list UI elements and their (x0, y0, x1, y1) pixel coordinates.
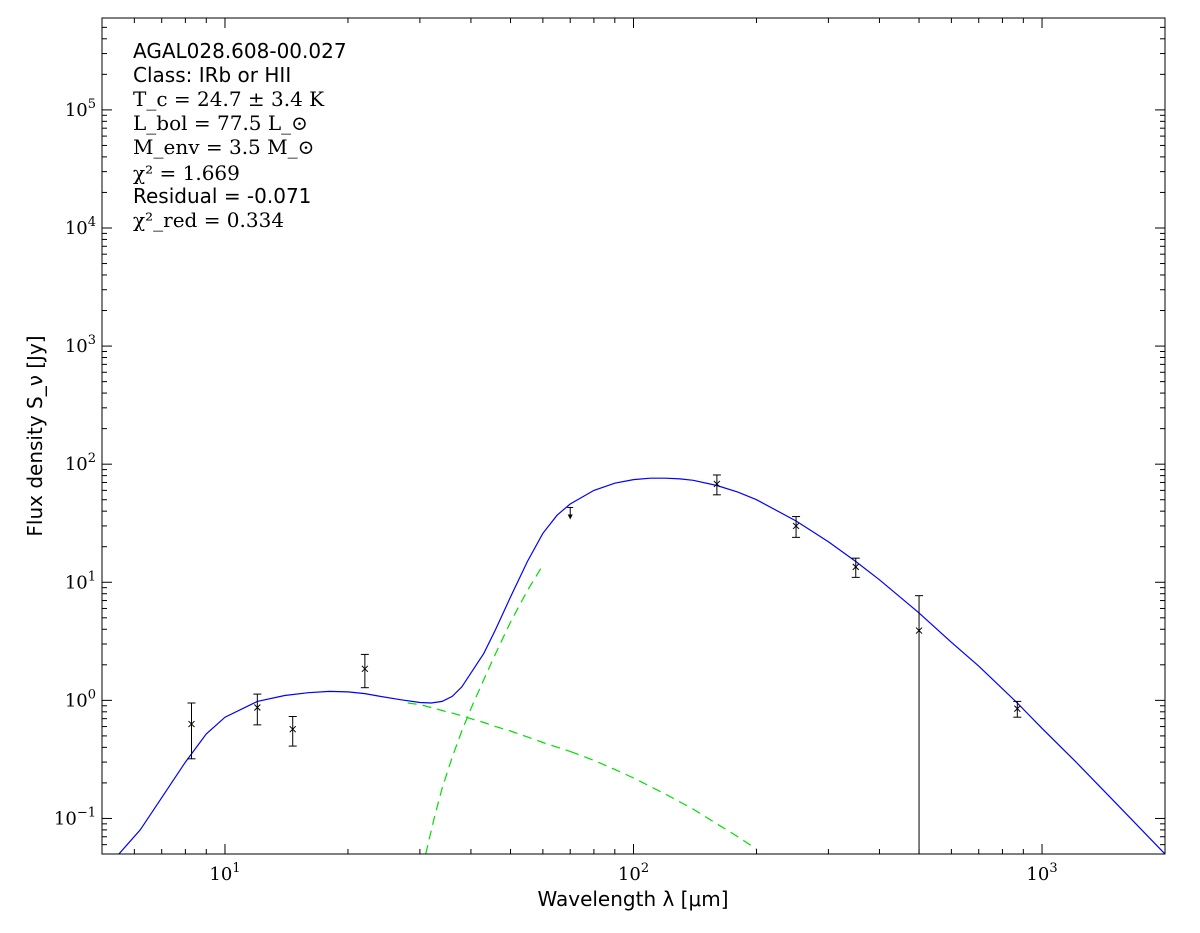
x-tick-label-base: 10 (1026, 864, 1049, 885)
x-tick-label-exponent: 3 (1049, 861, 1057, 876)
reduced-chi-squared-label: χ²_red = 0.334 (133, 208, 284, 232)
y-tick-label-exponent: 2 (88, 451, 96, 466)
x-tick-label-base: 10 (209, 864, 232, 885)
y-tick-label: 103 (65, 333, 96, 357)
data-point-2 (289, 725, 297, 733)
residual-label: Residual = -0.071 (133, 184, 311, 208)
total-fit-curve-0 (118, 477, 1165, 854)
temperature-label: T_c = 24.7 ± 3.4 K (133, 87, 325, 111)
component-curve-3 (425, 564, 544, 854)
data-point-7 (915, 627, 923, 634)
y-tick-label-exponent: 5 (88, 97, 96, 112)
x-tick-label: 101 (209, 861, 240, 885)
y-tick-label: 10−1 (54, 805, 96, 829)
y-tick-label-base: 10 (65, 336, 88, 357)
y-tick-label-base: 10 (65, 100, 88, 121)
y-tick-label-base: 10 (54, 808, 77, 829)
source-name: AGAL028.608-00.027 (133, 39, 347, 63)
y-tick-label-exponent: 4 (88, 215, 96, 230)
y-tick-label-base: 10 (65, 454, 88, 475)
plot-frame (101, 17, 1166, 855)
y-tick-label-exponent: 0 (88, 687, 96, 702)
x-tick-label-exponent: 1 (232, 861, 240, 876)
y-tick-label-exponent: 1 (88, 569, 96, 584)
y-tick-label: 104 (65, 215, 96, 239)
x-tick-label-base: 10 (618, 864, 641, 885)
y-tick-label-base: 10 (65, 218, 88, 239)
data-point-5 (792, 522, 800, 530)
data-point-1 (253, 704, 261, 711)
component-curve-1 (407, 702, 571, 752)
data-point-6 (852, 563, 860, 571)
x-tick-label: 102 (618, 861, 649, 885)
x-axis-title: Wavelength λ [μm] (537, 887, 728, 911)
x-tick-label-exponent: 2 (641, 861, 649, 876)
y-tick-label-exponent: 3 (88, 333, 96, 348)
y-tick-label: 101 (65, 569, 96, 593)
y-axis-title: Flux density S_ν [Jy] (23, 335, 47, 536)
luminosity-label: L_bol = 77.5 L_⊙ (133, 111, 308, 135)
chi-squared-label: χ² = 1.669 (133, 161, 240, 185)
y-tick-label-base: 10 (65, 572, 88, 593)
data-point-0 (188, 720, 195, 728)
component-curve-2 (569, 750, 757, 850)
y-tick-label-exponent: −1 (77, 805, 96, 820)
y-tick-label: 105 (65, 97, 96, 121)
upper-limit-arrow-0 (567, 514, 573, 520)
envelope-mass-label: M_env = 3.5 M_⊙ (133, 135, 314, 159)
data-point-4 (713, 480, 721, 488)
y-tick-label: 102 (65, 451, 96, 475)
source-class: Class: IRb or HII (133, 63, 291, 87)
data-point-3 (361, 665, 369, 673)
y-tick-label-base: 10 (65, 690, 88, 711)
plot-area (118, 474, 1165, 854)
x-tick-label: 103 (1026, 861, 1057, 885)
y-tick-label: 100 (65, 687, 96, 711)
data-point-8 (1013, 705, 1021, 713)
annotation-block: AGAL028.608-00.027 Class: IRb or HII T_c… (133, 39, 347, 232)
